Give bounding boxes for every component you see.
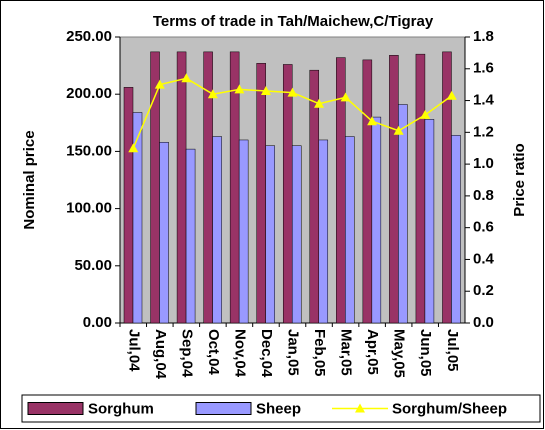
- legend-label: Sorghum: [88, 400, 154, 417]
- bar: [256, 63, 266, 324]
- bar: [442, 51, 452, 324]
- x-tick-label: Feb,05: [311, 329, 328, 377]
- y2-tick-label: 0.8: [473, 187, 494, 204]
- bar: [265, 145, 275, 324]
- bar: [291, 145, 302, 324]
- y2-tick-label: 1.2: [473, 123, 494, 140]
- x-tick-label: Nov,04: [231, 329, 248, 378]
- marker: [446, 90, 457, 100]
- y2-tick-label: 1.0: [473, 155, 494, 172]
- bar: [159, 141, 169, 324]
- bar: [150, 51, 160, 324]
- y2-tick-label: 1.4: [473, 92, 495, 109]
- y2-tick-label: 0.6: [473, 219, 494, 236]
- marker: [154, 79, 165, 89]
- marker: [340, 92, 351, 102]
- marker: [420, 109, 431, 119]
- bar: [318, 139, 329, 324]
- bar: [451, 135, 461, 324]
- y2-tick-label: 0.2: [473, 282, 494, 299]
- marker: [287, 87, 298, 97]
- x-tick-label: Apr,05: [364, 329, 381, 375]
- y-axis-label: Nominal price: [21, 130, 38, 229]
- legend-swatch: [195, 402, 252, 415]
- bar: [398, 104, 408, 324]
- x-tick-label: Jun,05: [417, 329, 434, 377]
- x-tick-label: Jan,05: [285, 329, 302, 376]
- bar: [238, 139, 249, 324]
- marker: [260, 86, 271, 96]
- legend-marker: [355, 403, 365, 413]
- bar: [176, 51, 187, 324]
- marker: [181, 73, 192, 83]
- legend-label: Sheep: [256, 400, 301, 417]
- y-tick-label: 250.00: [66, 28, 112, 45]
- bar: [362, 59, 373, 324]
- marker: [367, 116, 378, 126]
- y-tick-label: 200.00: [66, 85, 112, 102]
- x-tick-label: Mar,05: [338, 329, 355, 376]
- bar: [424, 119, 435, 324]
- y-tick-label: 150.00: [66, 142, 112, 159]
- y-tick-label: 100.00: [66, 200, 112, 217]
- bar: [371, 116, 382, 324]
- y2-tick-label: 1.6: [473, 60, 494, 77]
- bar: [415, 53, 426, 324]
- x-tick-label: May,05: [391, 329, 408, 378]
- marker: [314, 98, 325, 108]
- x-tick-label: Aug,04: [152, 329, 169, 380]
- x-tick-label: Dec,04: [258, 329, 275, 378]
- bar: [185, 148, 196, 324]
- legend-label: Sorghum/Sheep: [392, 400, 507, 417]
- marker: [207, 89, 218, 99]
- marker: [393, 125, 404, 135]
- legend-box: [21, 394, 541, 423]
- bar: [389, 55, 399, 324]
- x-tick-label: Jul,04: [125, 329, 142, 372]
- bar: [212, 136, 222, 324]
- bar: [123, 87, 134, 324]
- y2-tick-label: 1.8: [473, 28, 494, 45]
- bar: [282, 64, 293, 324]
- x-tick-label: Oct,04: [205, 329, 222, 376]
- legend-swatch: [27, 402, 84, 415]
- marker: [234, 84, 245, 94]
- marker: [128, 143, 139, 153]
- y2-axis-label: Price ratio: [511, 143, 528, 216]
- bar: [345, 136, 355, 324]
- y-tick-label: 50.00: [74, 257, 112, 274]
- bar: [309, 69, 320, 324]
- y2-tick-label: 0.0: [473, 314, 494, 331]
- bar: [132, 112, 143, 324]
- chart-title: Terms of trade in Tah/Maichew,C/Tigray: [153, 13, 434, 30]
- x-tick-label: Sep,04: [178, 329, 195, 378]
- y2-tick-label: 0.4: [473, 250, 495, 267]
- y-tick-label: 0.00: [83, 314, 112, 331]
- x-tick-label: Jul,05: [444, 329, 461, 372]
